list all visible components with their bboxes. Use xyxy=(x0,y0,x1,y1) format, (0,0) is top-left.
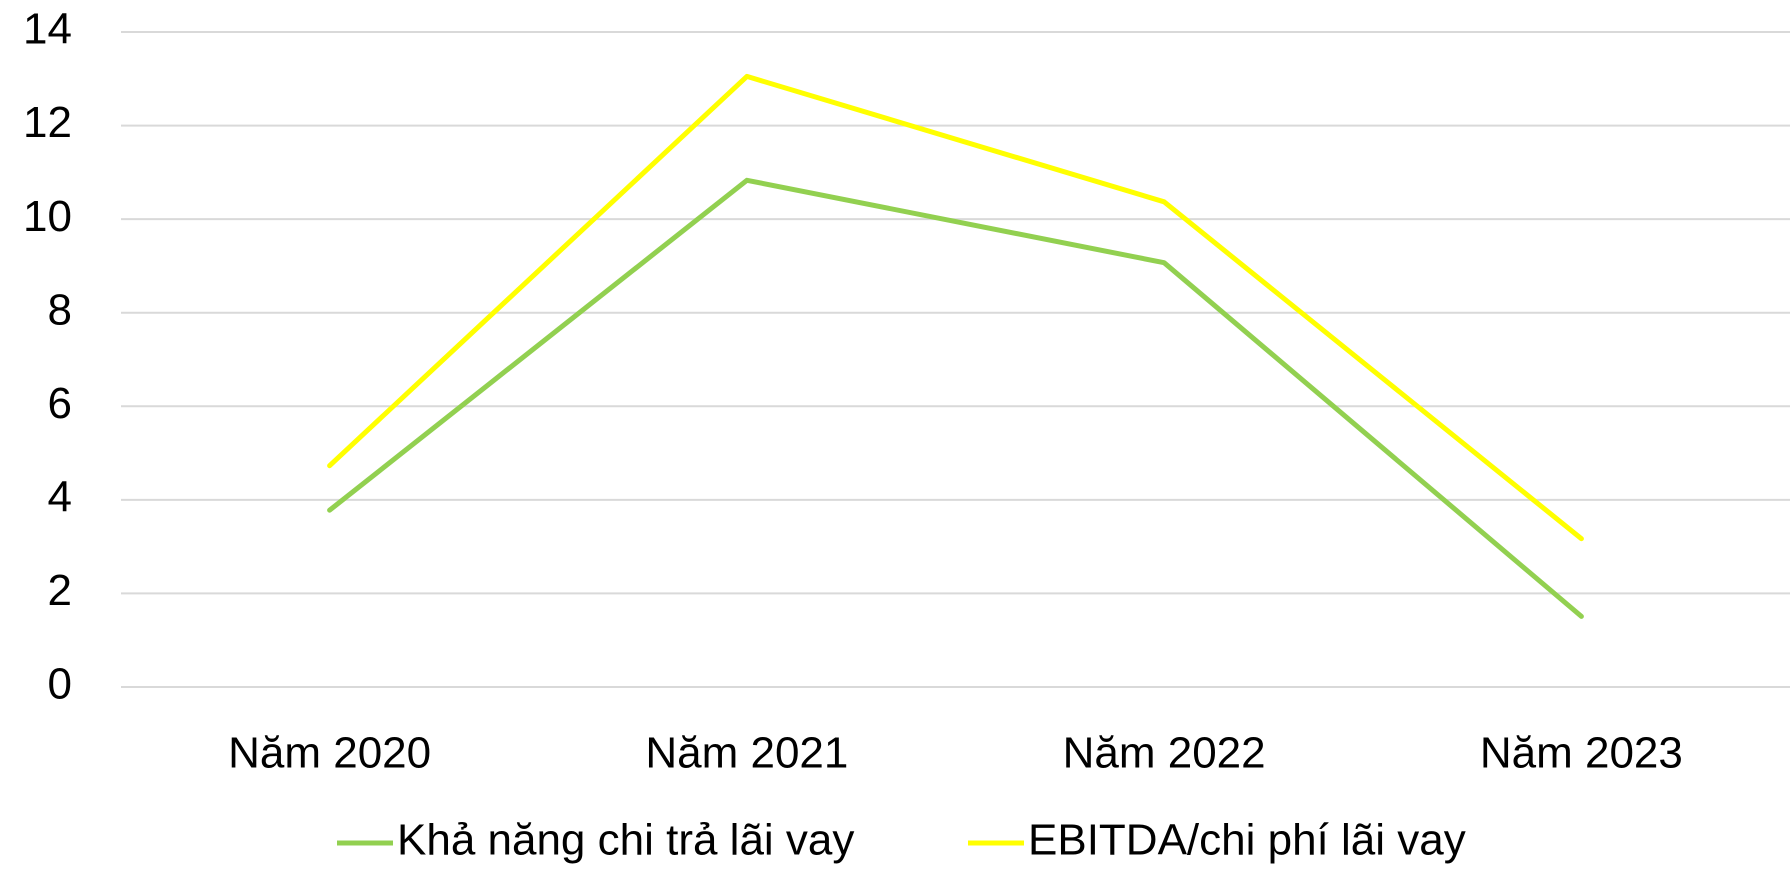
y-tick-label: 6 xyxy=(48,379,72,428)
legend-label: Khả năng chi trả lãi vay xyxy=(397,816,854,865)
y-tick-label: 2 xyxy=(48,566,72,615)
y-tick-label: 14 xyxy=(23,5,72,54)
y-tick-label: 10 xyxy=(23,192,72,241)
x-tick-label: Năm 2023 xyxy=(1480,729,1683,778)
legend-label: EBITDA/chi phí lãi vay xyxy=(1028,816,1466,865)
data-line xyxy=(327,73,1584,542)
x-tick-label: Năm 2020 xyxy=(228,729,431,778)
data-line xyxy=(327,177,1584,619)
y-tick-label: 8 xyxy=(48,285,72,334)
y-tick-label: 0 xyxy=(48,660,72,709)
y-tick-label: 12 xyxy=(23,98,72,147)
x-tick-label: Năm 2022 xyxy=(1063,729,1266,778)
y-tick-label: 4 xyxy=(48,472,72,521)
x-tick-label: Năm 2021 xyxy=(645,729,848,778)
